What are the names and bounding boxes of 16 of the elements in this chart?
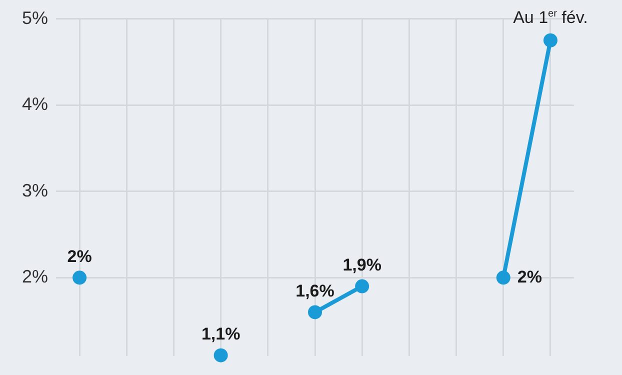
point [214,348,228,362]
y-tick-label: 5% [22,8,48,28]
point [543,33,558,48]
y-tick-label: 4% [22,94,48,114]
data-label: 2% [517,267,542,286]
data-label: 1,1% [201,324,240,344]
y-tick-label: 3% [22,180,48,200]
data-label: 2% [67,246,92,266]
point [355,279,370,294]
data-label: 1,6% [296,281,334,300]
data-label: 1,9% [342,255,382,274]
point [496,270,510,285]
point [72,270,87,285]
point [308,305,322,320]
y-tick-label: 2% [22,266,48,287]
annotation: Au 1$^{er}$ fév. [513,8,588,28]
